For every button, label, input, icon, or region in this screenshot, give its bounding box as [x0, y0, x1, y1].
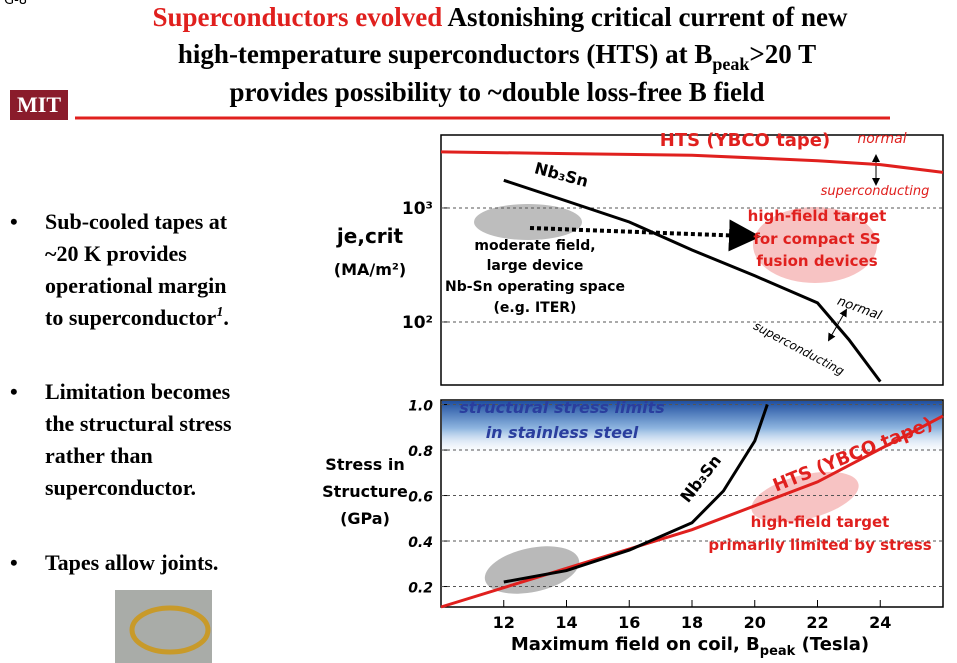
stress-band [442, 401, 942, 456]
y-axis-label: (MA/m²) [334, 260, 406, 279]
bullet-line: Tapes allow joints. [45, 550, 218, 575]
x-tick-label: 22 [806, 613, 828, 632]
title-red: Superconductors evolved [153, 2, 443, 32]
bullet-line: operational margin [45, 273, 227, 298]
bullet-text: Sub-cooled tapes at [45, 209, 228, 234]
page-label: G-8 [4, 0, 27, 8]
bullet-line: superconductor. [45, 475, 196, 500]
region [751, 471, 859, 523]
bullet-line: the structural stress [45, 411, 232, 436]
annotation: high-field target [748, 207, 887, 225]
title-text: high-temperature superconductors (HTS) a… [178, 39, 713, 69]
x-tick-label: 14 [555, 613, 577, 632]
y-axis-label: je,crit [336, 224, 404, 248]
x-axis-label-part: peak [760, 644, 796, 659]
series-line [503, 404, 769, 584]
arrow [529, 219, 761, 252]
annotation: for compact SS [753, 230, 880, 248]
y-tick-label: 1.0 [408, 399, 433, 415]
annotation: Nb-Sn operating space [445, 279, 625, 295]
title-sub: peak [712, 54, 749, 74]
annotation: superconducting [751, 319, 847, 379]
region [474, 204, 582, 240]
bullet-text: superconductor. [45, 475, 196, 500]
annotation: high-field target [751, 513, 890, 531]
series-line [503, 178, 882, 383]
bullet-text: Tapes allow joints. [45, 550, 218, 575]
x-axis-label: Maximum field on coil, Bpeak (Tesla) [511, 634, 869, 659]
logo-box [10, 90, 68, 120]
series-line [440, 150, 944, 174]
x-tick-label: 16 [618, 613, 640, 632]
title-text: >20 T [749, 39, 816, 69]
title-line: high-temperature superconductors (HTS) a… [178, 39, 816, 74]
x-tick-label: 12 [493, 613, 515, 632]
y-axis-label: Stress in [325, 455, 404, 474]
bullet-text: operational margin [45, 273, 227, 298]
y-tick-label: 0.6 [408, 490, 433, 506]
plot-frame [440, 134, 944, 386]
series-line [440, 414, 944, 609]
bullet-line: Limitation becomes [45, 379, 231, 404]
bullet-sup: 1 [216, 305, 223, 320]
annotation: normal [835, 294, 884, 324]
annotation: moderate field, [474, 238, 595, 254]
y-tick-label: 0.2 [408, 581, 433, 597]
bullet-text: the structural stress [45, 411, 232, 436]
annotation: large device [487, 258, 584, 274]
bullet-text: to superconductor1. [45, 305, 229, 330]
bullet-dot: • [10, 379, 18, 404]
logo: MIT [17, 92, 61, 117]
x-axis-label-part: (Tesla) [795, 634, 869, 655]
charts: • Sub-cooled tapes at ~20 K provides operat… [10, 130, 944, 659]
y-tick-label: 0.8 [408, 444, 433, 460]
x-tick-label: 24 [869, 613, 891, 632]
bullet-dot: • [10, 209, 18, 234]
y-tick-label: 0.4 [408, 535, 433, 551]
annotation: in stainless steel [486, 423, 639, 442]
title-text: Astonishing critical current of new [448, 2, 848, 32]
bullet-dot: • [10, 550, 18, 575]
x-tick-label: 20 [744, 613, 766, 632]
annotation: primarily limited by stress [708, 536, 931, 554]
photo-coil [129, 605, 211, 655]
annotation: (e.g. ITER) [494, 300, 577, 316]
bullet-line: rather than [45, 443, 153, 468]
annotation: normal [857, 131, 906, 147]
y-tick-label: 10² [402, 313, 433, 333]
bullet-text: Limitation becomes [45, 379, 231, 404]
x-axis-label-part: Maximum field on coil, B [511, 634, 760, 655]
region [753, 207, 877, 283]
bullet-line: to superconductor [45, 305, 217, 330]
series-label: Nb₃Sn [533, 158, 591, 191]
annotation: superconducting [821, 184, 930, 199]
bullet-text: rather than [45, 443, 153, 468]
title-line: provides possibility to ~double loss-fre… [229, 77, 764, 107]
y-tick-label: 10³ [402, 199, 433, 219]
bullet-text: ~20 K provides [45, 241, 187, 266]
y-axis-label: Structure [322, 482, 408, 501]
bullet-end: . [223, 305, 229, 330]
annotation: fusion devices [756, 252, 877, 270]
title-line: Superconductors evolved Astonishing crit… [153, 2, 848, 32]
series-label: HTS (YBCO tape) [660, 130, 830, 151]
y-axis-label: (GPa) [340, 509, 390, 528]
bullet-line: ~20 K provides [45, 241, 187, 266]
x-tick-label: 18 [681, 613, 703, 632]
bullet-line: Sub-cooled tapes at [45, 209, 228, 234]
annotation: structural stress limits [459, 398, 665, 417]
